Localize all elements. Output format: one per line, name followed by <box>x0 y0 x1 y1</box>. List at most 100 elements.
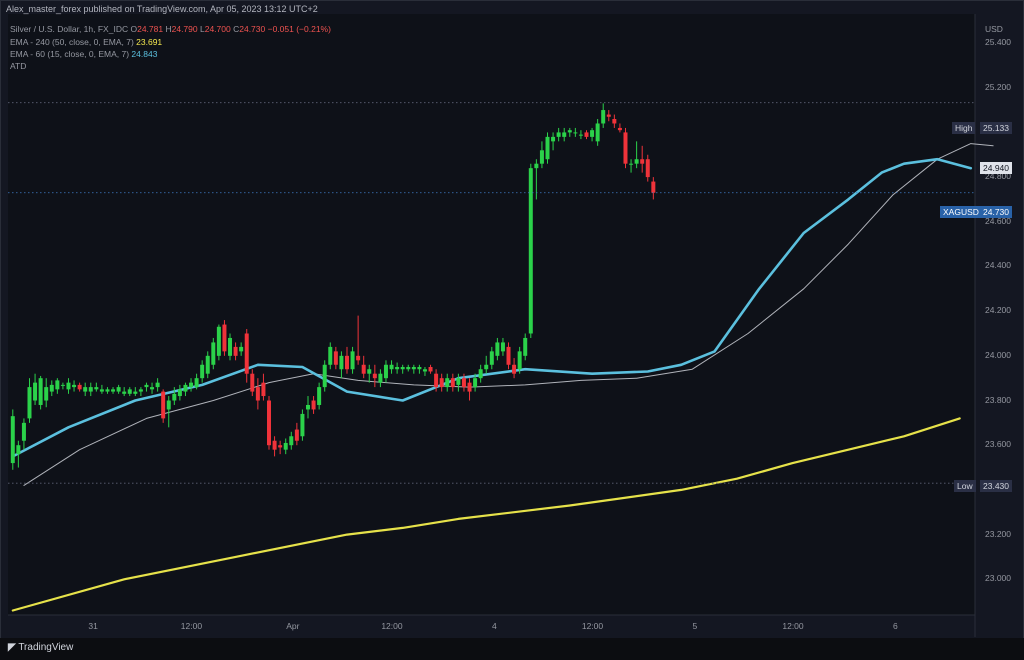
candle-body <box>244 333 249 374</box>
candle-body <box>16 445 21 455</box>
candle <box>94 382 99 392</box>
x-tick-label: 12:00 <box>581 621 604 631</box>
candle <box>350 346 355 374</box>
candle-body <box>38 378 43 405</box>
candle-body <box>361 364 366 374</box>
ema-60-line <box>11 157 973 458</box>
symbol-legend[interactable]: Silver / U.S. Dollar, 1h, FX_IDC O24.781… <box>10 24 331 35</box>
candle-body <box>305 404 310 410</box>
y-tick-label: 23.800 <box>985 394 1011 405</box>
candle-body <box>634 159 639 164</box>
candle <box>205 351 210 379</box>
candle <box>617 123 622 133</box>
candle-body <box>127 389 132 394</box>
open-label: O <box>130 24 138 34</box>
candle-body <box>66 382 71 390</box>
candle <box>333 346 338 370</box>
candle <box>629 159 634 173</box>
candle <box>512 358 517 379</box>
candle-body <box>478 369 483 379</box>
candle-body <box>283 442 288 450</box>
low-value: 24.700 <box>204 24 231 34</box>
candle-body <box>484 364 489 370</box>
candle <box>500 337 505 356</box>
candle-body <box>94 387 99 390</box>
candle-body <box>33 382 38 401</box>
candle <box>606 110 611 122</box>
tradingview-logo[interactable]: ◤ TradingView <box>8 642 73 653</box>
candle-body <box>183 384 188 392</box>
candle <box>10 409 15 470</box>
candle <box>567 127 572 137</box>
candle-body <box>328 346 333 365</box>
ema-60-legend[interactable]: EMA - 60 (15, close, 0, EMA, 7) 24.843 <box>10 49 157 60</box>
candle-body <box>389 364 394 370</box>
open-value: 24.781 <box>137 24 164 34</box>
candle <box>111 387 116 394</box>
candle <box>361 355 366 379</box>
y-tick-label: 24.600 <box>985 215 1011 226</box>
candle-body <box>606 114 611 117</box>
candle <box>545 132 550 164</box>
candle <box>612 114 617 128</box>
candle-body <box>317 387 322 405</box>
candle-body <box>500 342 505 352</box>
candle <box>16 440 21 468</box>
candle-body <box>640 159 645 164</box>
candle <box>595 119 600 146</box>
candle <box>539 141 544 169</box>
candle-body <box>289 436 294 446</box>
candle <box>138 387 143 397</box>
candle-body <box>339 355 344 370</box>
ema-240-legend[interactable]: EMA - 240 (50, close, 0, EMA, 7) 23.691 <box>10 37 162 48</box>
candle-body <box>10 416 15 464</box>
tradingview-logo-icon: ◤ <box>8 642 16 653</box>
candle-body <box>617 127 622 131</box>
candle-body <box>228 337 233 356</box>
candle <box>55 378 60 394</box>
candle-body <box>350 351 355 370</box>
ema-240-label: EMA - 240 (50, close, 0, EMA, 7) <box>10 37 134 47</box>
candle <box>601 103 606 128</box>
y-tick-label: 23.000 <box>985 573 1011 584</box>
candle <box>506 342 511 370</box>
candle-body <box>612 119 617 124</box>
tradingview-logo-text: TradingView <box>18 642 74 653</box>
candle-body <box>177 389 182 397</box>
candle-body <box>651 181 656 193</box>
candle-body <box>456 378 461 385</box>
candle <box>216 324 221 361</box>
candle-body <box>294 429 299 441</box>
candle <box>495 337 500 361</box>
candle <box>166 396 171 428</box>
candle-body <box>473 378 478 388</box>
ema-60-label: EMA - 60 (15, close, 0, EMA, 7) <box>10 49 130 59</box>
candle <box>105 387 110 394</box>
candle-body <box>372 373 377 379</box>
candle-body <box>344 355 349 370</box>
candle <box>389 360 394 374</box>
candle-body <box>601 110 606 124</box>
candle <box>194 373 199 390</box>
candle <box>278 440 283 455</box>
candle <box>239 342 244 356</box>
candle <box>434 369 439 392</box>
candle <box>222 320 227 356</box>
candle <box>417 364 422 374</box>
candle <box>651 177 656 200</box>
candle <box>294 422 299 446</box>
candle <box>372 364 377 388</box>
candle <box>406 364 411 372</box>
candle-body <box>99 389 104 392</box>
candle <box>83 382 88 397</box>
candle-body <box>194 378 199 388</box>
candle <box>267 396 272 450</box>
atd-legend[interactable]: ATD <box>10 61 27 71</box>
candle-body <box>489 351 494 365</box>
candle <box>211 337 216 370</box>
candle-body <box>239 346 244 352</box>
candle <box>300 409 305 441</box>
candle <box>551 132 556 151</box>
candle <box>177 384 182 401</box>
